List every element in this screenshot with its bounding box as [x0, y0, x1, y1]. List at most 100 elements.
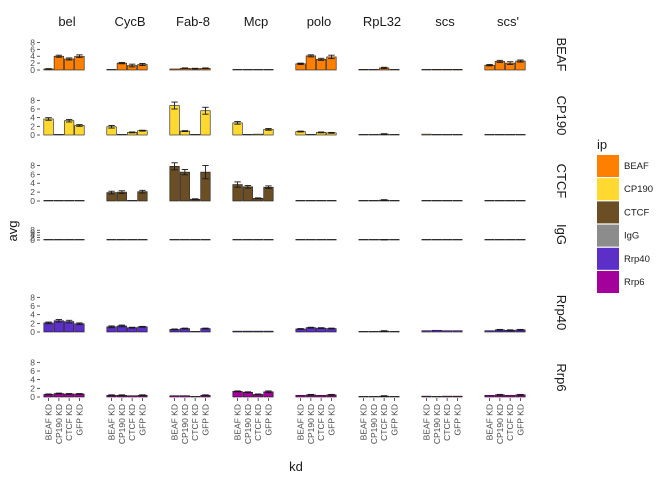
legend-label: Rrp40 — [624, 254, 650, 265]
bar — [53, 55, 64, 71]
y-tick-label: 4 — [30, 51, 35, 61]
bar — [74, 239, 85, 241]
bar — [421, 200, 432, 202]
y-tick-label: 2 — [30, 383, 35, 393]
bar — [64, 58, 75, 71]
bar — [53, 200, 64, 202]
legend-swatch — [597, 201, 619, 224]
x-axis-ticks: BEAF KD CP190 KD CTCF KD GFP KD BEAF KD CP190… — [44, 398, 525, 444]
bar — [64, 200, 75, 202]
bar — [190, 331, 201, 333]
y-axis-title: avg — [5, 221, 20, 242]
legend-label: BEAF — [624, 161, 649, 172]
bar — [305, 55, 316, 71]
bar — [127, 239, 138, 241]
row-strip-label: CTCF — [554, 164, 569, 199]
y-tick-label: 4 — [30, 230, 35, 240]
x-tick-label: GFP KD — [326, 404, 336, 436]
y-tick-label: 8 — [30, 37, 35, 47]
x-tick-label: GFP KD — [515, 404, 525, 436]
bar — [452, 69, 463, 71]
bar — [442, 200, 453, 202]
column-strip-label: RpL32 — [363, 14, 401, 29]
bar — [316, 59, 327, 71]
column-strip-label: scs — [435, 14, 455, 29]
legend-swatch — [597, 224, 619, 247]
x-tick-label: BEAF KD — [170, 404, 180, 440]
bar — [64, 120, 75, 136]
bar — [358, 134, 369, 136]
bar — [515, 200, 526, 202]
y-tick-label: 4 — [30, 375, 35, 385]
bar — [190, 134, 201, 136]
bar — [484, 330, 495, 333]
bar — [232, 239, 243, 241]
bar — [253, 239, 264, 241]
bar — [484, 200, 495, 202]
bar — [452, 200, 463, 202]
y-tick-label: 2 — [30, 187, 35, 197]
x-tick-label: BEAF KD — [233, 404, 243, 440]
x-tick-label: CP190 KD — [306, 404, 316, 444]
bar — [442, 134, 453, 136]
bar — [505, 200, 516, 202]
bar — [505, 134, 516, 136]
legend-label: IgG — [624, 231, 639, 242]
bar — [179, 395, 190, 398]
bar — [442, 330, 453, 333]
y-tick-label: 2 — [30, 318, 35, 328]
bar — [43, 322, 54, 333]
bar — [515, 239, 526, 241]
legend-swatch — [597, 178, 619, 201]
column-strip-label: scs' — [497, 14, 519, 29]
bar — [295, 200, 306, 202]
bar — [358, 200, 369, 202]
column-strip-label: Mcp — [244, 14, 269, 29]
row-strip-labels: BEAF CP190 CTCF IgG Rrp40 Rrp6 — [554, 38, 569, 392]
column-strip-labels: bel CycB Fab-8 Mcp polo RpL32 scs scs' — [58, 14, 519, 29]
bar — [368, 331, 379, 333]
bar — [190, 396, 201, 398]
legend-label: CTCF — [624, 207, 650, 218]
x-tick-label: CTCF KD — [190, 404, 200, 441]
bar — [232, 330, 243, 333]
y-tick-label: 8 — [30, 357, 35, 367]
y-tick-label: 8 — [30, 225, 35, 235]
y-tick-label: 8 — [30, 95, 35, 105]
bar — [442, 239, 453, 241]
bar — [253, 133, 264, 136]
bar — [358, 239, 369, 241]
y-tick-label: 2 — [30, 58, 35, 68]
x-axis-title: kd — [289, 459, 303, 474]
y-tick-label: 4 — [30, 113, 35, 123]
bar — [74, 125, 85, 136]
bar — [116, 134, 127, 136]
row-strip-label: IgG — [554, 224, 569, 245]
y-tick-label: 8 — [30, 160, 35, 170]
x-tick-label: CTCF KD — [379, 404, 389, 441]
bar — [484, 239, 495, 241]
bar — [358, 396, 369, 398]
x-tick-label: CP190 KD — [117, 404, 127, 444]
bar — [431, 200, 442, 202]
bar — [421, 69, 432, 71]
x-tick-label: BEAF KD — [296, 404, 306, 440]
y-tick-label: 0 — [30, 130, 35, 140]
bar — [169, 166, 180, 202]
bar — [74, 200, 85, 202]
bar — [263, 239, 274, 241]
bar — [200, 239, 211, 241]
y-tick-label: 0 — [30, 196, 35, 206]
legend-label: Rrp6 — [624, 277, 645, 288]
bar — [263, 186, 274, 202]
bar — [253, 69, 264, 71]
legend-swatch — [597, 155, 619, 177]
x-tick-label: CTCF KD — [253, 404, 263, 441]
bar — [389, 239, 400, 241]
bar — [137, 239, 148, 241]
y-tick-label: 4 — [30, 310, 35, 320]
bar — [263, 330, 274, 333]
bar — [452, 395, 463, 398]
bar — [316, 200, 327, 202]
x-tick-label: GFP KD — [389, 404, 399, 436]
